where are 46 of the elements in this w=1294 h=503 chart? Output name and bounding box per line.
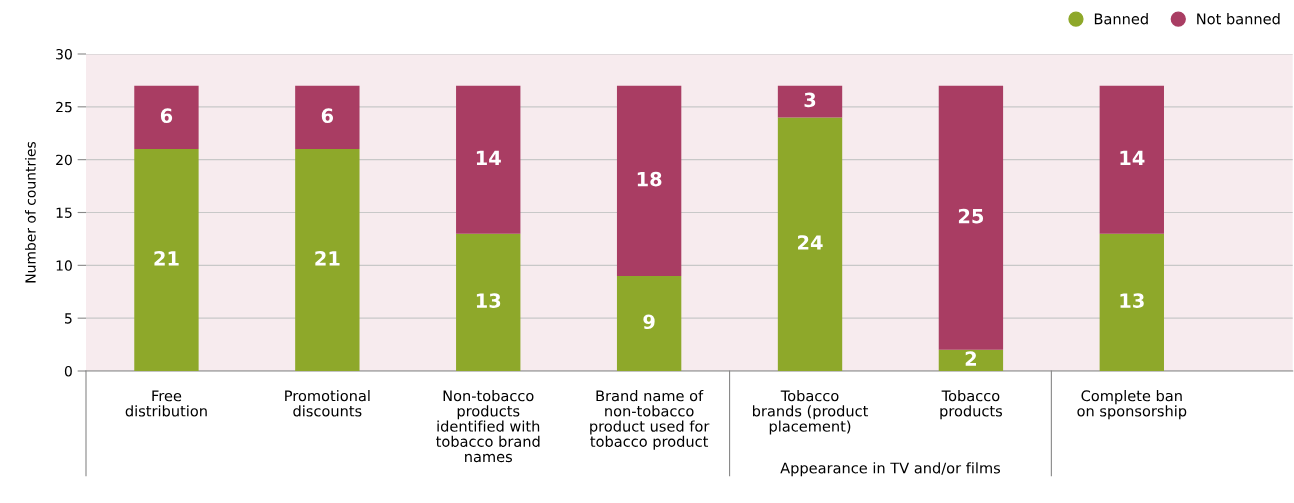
bar [295, 85, 360, 150]
y-tick-label: 5 [65, 313, 72, 324]
bar [134, 149, 199, 371]
data-label: 24 [798, 235, 823, 250]
data-label: 9 [643, 314, 655, 330]
data-label: 21 [154, 250, 179, 266]
data-label: 14 [1120, 150, 1145, 166]
data-label: 13 [1120, 293, 1144, 308]
x-tick-label: Brand name of non-tobacco product used for tobacco product [590, 390, 710, 450]
bar [456, 85, 521, 234]
text: Appearance in TV and/or films [780, 462, 1001, 477]
bar [1099, 233, 1164, 371]
y-tick-label: 25 [56, 101, 72, 113]
bar [616, 85, 682, 276]
y-tick-label: 15 [56, 207, 72, 218]
legend-label: Banned [1094, 13, 1148, 25]
x-tick-label: Non-tobacco products identified with tobacco brand names [436, 390, 540, 463]
y-tick-label: 30 [56, 48, 72, 60]
bar [777, 85, 843, 118]
data-label: 3 [804, 92, 816, 108]
data-label: 18 [637, 171, 662, 187]
x-tick-label: Tobacco products [940, 390, 1003, 420]
legend-label: Not banned [1197, 13, 1280, 25]
bar [1099, 85, 1164, 234]
bar [938, 349, 1004, 371]
data-label: 25 [958, 208, 984, 224]
y-tick-label: 20 [56, 154, 72, 166]
data-label: 2 [965, 351, 976, 366]
bar [295, 149, 360, 371]
bar [616, 275, 682, 371]
bar [456, 233, 521, 371]
y-tick-label: 0 [64, 365, 72, 377]
bar [134, 85, 199, 150]
x-tick-label: Tobacco brands (product placement) [753, 390, 869, 435]
bar [938, 85, 1004, 350]
y-axis-title: Number of countries [25, 141, 36, 283]
y-tick-label: 10 [56, 260, 72, 271]
x-tick-label: Free distribution [125, 390, 207, 417]
data-label: 14 [476, 150, 501, 166]
x-tick-label: Complete ban on sponsorship [1077, 390, 1187, 420]
data-label: 13 [476, 293, 501, 308]
x-tick-label: Promotional discounts [285, 390, 370, 417]
data-label: 6 [160, 108, 173, 124]
bar [777, 117, 843, 371]
data-label: 21 [315, 250, 340, 266]
data-label: 6 [321, 108, 334, 124]
